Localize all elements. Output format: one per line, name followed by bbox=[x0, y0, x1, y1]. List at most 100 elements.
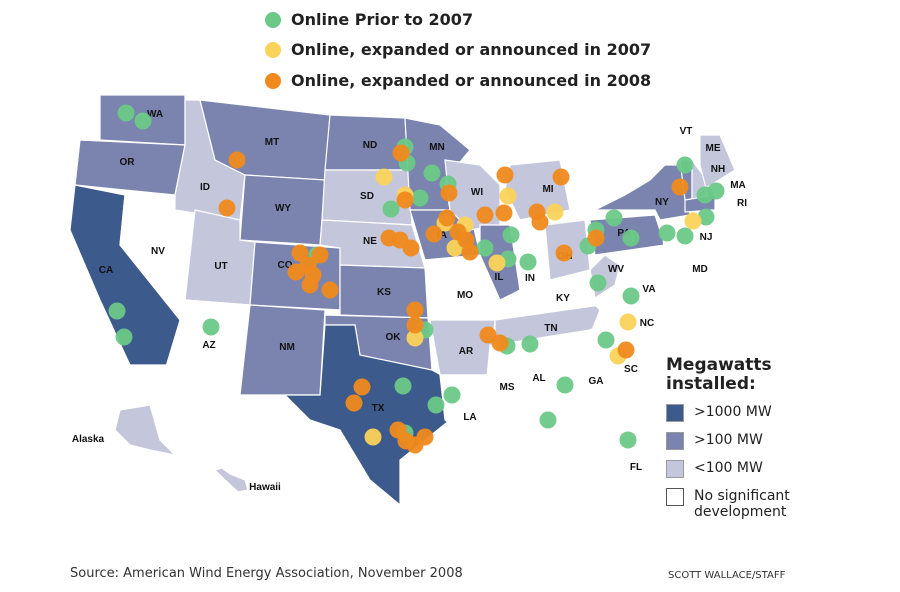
dot-2008 bbox=[416, 428, 434, 446]
credit: SCOTT WALLACE/STAFF bbox=[668, 570, 786, 581]
dot-2008 bbox=[440, 184, 458, 202]
dot-2007 bbox=[364, 428, 382, 446]
dot-2008 bbox=[380, 229, 398, 247]
dot-2007 bbox=[375, 168, 393, 186]
state-label-or: OR bbox=[120, 157, 136, 168]
swatch-icon bbox=[666, 432, 684, 450]
state-label-sd: SD bbox=[360, 191, 374, 202]
legend-label: Online, expanded or announced in 2008 bbox=[291, 71, 652, 90]
dot-prior-2007 bbox=[676, 227, 694, 245]
legend-label: Online Prior to 2007 bbox=[291, 10, 474, 29]
state-ms bbox=[484, 344, 521, 416]
legend-item-label: <100 MW bbox=[694, 460, 763, 476]
dot-prior-2007 bbox=[605, 209, 623, 227]
dot-prior-2007 bbox=[707, 182, 725, 200]
dot-2008 bbox=[291, 244, 309, 262]
swatch-icon bbox=[666, 404, 684, 422]
dot-2008 bbox=[402, 239, 420, 257]
state-label-in: IN bbox=[525, 273, 535, 284]
source-note: Source: American Wind Energy Association… bbox=[70, 566, 463, 581]
yellow-dot-icon bbox=[265, 41, 281, 58]
dot-prior-2007 bbox=[539, 411, 557, 429]
dot-2007 bbox=[546, 203, 564, 221]
legend-item: >1000 MW bbox=[666, 404, 806, 422]
state-label-sc: SC bbox=[624, 364, 638, 375]
state-alaska bbox=[114, 404, 177, 456]
legend-item: <100 MW bbox=[666, 460, 806, 478]
dot-prior-2007 bbox=[556, 376, 574, 394]
dot-prior-2007 bbox=[427, 396, 445, 414]
dot-2008 bbox=[555, 244, 573, 262]
dot-prior-2007 bbox=[115, 328, 133, 346]
legend-item-label: >1000 MW bbox=[694, 404, 772, 420]
state-label-ca: CA bbox=[99, 265, 113, 276]
dot-2008 bbox=[311, 246, 329, 264]
legend-prior-2007: Online Prior to 2007 bbox=[265, 10, 473, 29]
legend-item: >100 MW bbox=[666, 432, 806, 450]
dot-2008 bbox=[396, 191, 414, 209]
state-label-wy: WY bbox=[275, 203, 291, 214]
state-label-mt: MT bbox=[265, 137, 279, 148]
dot-prior-2007 bbox=[443, 386, 461, 404]
state-label-az: AZ bbox=[202, 340, 215, 351]
state-label-ri: RI bbox=[737, 198, 747, 209]
state-label-ky: KY bbox=[556, 293, 570, 304]
state-label-id: ID bbox=[200, 182, 210, 193]
state-label-hawaii: Hawaii bbox=[249, 482, 281, 493]
dot-2008 bbox=[425, 225, 443, 243]
dot-2008 bbox=[406, 316, 424, 334]
legend-2007: Online, expanded or announced in 2007 bbox=[265, 40, 651, 59]
state-label-nd: ND bbox=[363, 140, 377, 151]
legend-item: No significant development bbox=[666, 488, 806, 520]
state-label-co: CO bbox=[278, 260, 293, 271]
orange-dot-icon bbox=[265, 72, 281, 89]
megawatts-legend: Megawatts installed: >1000 MW >100 MW <1… bbox=[666, 356, 806, 520]
state-label-wv: WV bbox=[608, 264, 624, 275]
dot-prior-2007 bbox=[108, 302, 126, 320]
state-label-il: IL bbox=[495, 272, 504, 283]
dot-2008 bbox=[321, 281, 339, 299]
legend-item-label: No significant development bbox=[694, 488, 790, 520]
dot-2008 bbox=[531, 213, 549, 231]
state-md bbox=[603, 247, 671, 273]
state-label-nm: NM bbox=[279, 342, 295, 353]
dot-2008 bbox=[438, 209, 456, 227]
state-label-va: VA bbox=[642, 284, 655, 295]
dot-2008 bbox=[287, 263, 305, 281]
state-label-md: MD bbox=[692, 264, 708, 275]
dot-2008 bbox=[496, 166, 514, 184]
state-label-al: AL bbox=[532, 373, 545, 384]
state-label-mn: MN bbox=[429, 142, 445, 153]
state-label-ny: NY bbox=[655, 197, 669, 208]
state-label-ks: KS bbox=[377, 287, 391, 298]
dot-prior-2007 bbox=[382, 200, 400, 218]
state-nv bbox=[119, 194, 196, 312]
dot-2007 bbox=[488, 254, 506, 272]
dot-2007 bbox=[406, 329, 424, 347]
dot-2008 bbox=[479, 326, 497, 344]
dot-2008 bbox=[392, 144, 410, 162]
state-label-fl: FL bbox=[630, 462, 642, 473]
state-label-vt: VT bbox=[680, 126, 693, 137]
state-label-nj: NJ bbox=[700, 232, 713, 243]
dot-prior-2007 bbox=[697, 208, 715, 226]
legend-item-label: >100 MW bbox=[694, 432, 763, 448]
state-label-ar: AR bbox=[459, 346, 474, 357]
state-label-ga: GA bbox=[589, 376, 604, 387]
dot-prior-2007 bbox=[134, 112, 152, 130]
dot-2008 bbox=[491, 334, 509, 352]
dot-2008 bbox=[461, 243, 479, 261]
legend-title: Megawatts installed: bbox=[666, 355, 772, 394]
dot-2008 bbox=[301, 276, 319, 294]
state-me bbox=[699, 134, 736, 189]
legend-label: Online, expanded or announced in 2007 bbox=[291, 40, 652, 59]
state-label-ne: NE bbox=[363, 236, 377, 247]
dot-prior-2007 bbox=[476, 239, 494, 257]
legend-2008: Online, expanded or announced in 2008 bbox=[265, 71, 651, 90]
state-label-tx: TX bbox=[372, 403, 385, 414]
dot-2008 bbox=[406, 301, 424, 319]
dot-prior-2007 bbox=[597, 331, 615, 349]
dot-prior-2007 bbox=[622, 229, 640, 247]
